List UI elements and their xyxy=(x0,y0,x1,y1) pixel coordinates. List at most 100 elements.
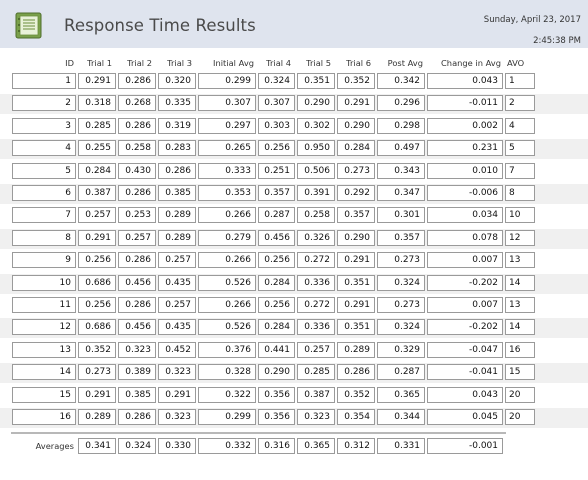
cell-post-avg: 0.324 xyxy=(377,319,425,336)
cell-id: 16 xyxy=(12,409,76,425)
cell-avo: 1 xyxy=(505,73,535,89)
cell-avo: 20 xyxy=(505,409,535,425)
column-header-change-in-avg: Change in Avg xyxy=(441,58,501,68)
cell-trial-2: 0.385 xyxy=(118,386,156,403)
table-row: 12 0.686 0.456 0.435 0.526 0.284 0.336 0.351 0.3… xyxy=(0,318,588,339)
cell-initial-avg: 0.266 xyxy=(198,252,256,269)
average-post-avg: 0.331 xyxy=(377,438,425,454)
cell-change-in-avg: 0.231 xyxy=(427,140,503,157)
cell-trial-1: 0.291 xyxy=(78,73,116,89)
cell-initial-avg: 0.526 xyxy=(198,319,256,336)
cell-trial-3: 0.320 xyxy=(158,73,196,89)
cell-change-in-avg: 0.002 xyxy=(427,117,503,134)
cell-id: 3 xyxy=(12,117,76,134)
cell-avo: 4 xyxy=(505,117,535,134)
cell-trial-1: 0.273 xyxy=(78,364,116,381)
cell-trial-2: 0.268 xyxy=(118,95,156,112)
cell-trial-3: 0.289 xyxy=(158,229,196,246)
cell-avo: 14 xyxy=(505,274,535,291)
cell-trial-4: 0.307 xyxy=(258,95,295,112)
table-row: 1 0.291 0.286 0.320 0.299 0.324 0.351 0.352 0.34… xyxy=(0,72,588,92)
cell-initial-avg: 0.376 xyxy=(198,341,256,358)
cell-trial-3: 0.289 xyxy=(158,207,196,224)
cell-initial-avg: 0.328 xyxy=(198,364,256,381)
cell-trial-4: 0.256 xyxy=(258,140,295,157)
average-trial-2: 0.324 xyxy=(118,438,156,454)
cell-trial-6: 0.291 xyxy=(337,252,375,269)
cell-trial-3: 0.319 xyxy=(158,117,196,134)
cell-change-in-avg: 0.078 xyxy=(427,229,503,246)
table-row: 3 0.285 0.286 0.319 0.297 0.303 0.302 0.290 0.29… xyxy=(0,117,588,137)
cell-trial-2: 0.389 xyxy=(118,364,156,381)
cell-trial-4: 0.251 xyxy=(258,162,295,179)
cell-trial-3: 0.257 xyxy=(158,252,196,269)
cell-avo: 16 xyxy=(505,341,535,358)
cell-avo: 12 xyxy=(505,229,535,246)
cell-post-avg: 0.324 xyxy=(377,274,425,291)
cell-trial-1: 0.686 xyxy=(78,319,116,336)
cell-post-avg: 0.273 xyxy=(377,297,425,313)
cell-id: 2 xyxy=(12,95,76,112)
cell-post-avg: 0.298 xyxy=(377,117,425,134)
cell-trial-3: 0.323 xyxy=(158,409,196,425)
cell-trial-6: 0.351 xyxy=(337,319,375,336)
column-header-id: ID xyxy=(65,58,74,68)
cell-post-avg: 0.342 xyxy=(377,73,425,89)
cell-trial-5: 0.391 xyxy=(297,185,335,201)
cell-avo: 8 xyxy=(505,185,535,201)
cell-trial-4: 0.287 xyxy=(258,207,295,224)
cell-trial-1: 0.256 xyxy=(78,297,116,313)
cell-id: 5 xyxy=(12,162,76,179)
cell-trial-6: 0.351 xyxy=(337,274,375,291)
cell-trial-4: 0.256 xyxy=(258,297,295,313)
cell-initial-avg: 0.299 xyxy=(198,73,256,89)
cell-change-in-avg: -0.011 xyxy=(427,95,503,112)
cell-avo: 15 xyxy=(505,364,535,381)
cell-trial-4: 0.357 xyxy=(258,185,295,201)
cell-trial-4: 0.356 xyxy=(258,409,295,425)
cell-trial-1: 0.686 xyxy=(78,274,116,291)
cell-change-in-avg: -0.047 xyxy=(427,341,503,358)
average-trial-1: 0.341 xyxy=(78,438,116,454)
cell-trial-3: 0.452 xyxy=(158,341,196,358)
cell-trial-2: 0.323 xyxy=(118,341,156,358)
cell-trial-2: 0.253 xyxy=(118,207,156,224)
cell-avo: 13 xyxy=(505,252,535,269)
cell-post-avg: 0.344 xyxy=(377,409,425,425)
cell-trial-4: 0.284 xyxy=(258,274,295,291)
cell-trial-5: 0.290 xyxy=(297,95,335,112)
cell-trial-3: 0.286 xyxy=(158,162,196,179)
table-row: 2 0.318 0.268 0.335 0.307 0.307 0.290 0.291 0.29… xyxy=(0,94,588,115)
cell-trial-6: 0.291 xyxy=(337,95,375,112)
cell-trial-2: 0.286 xyxy=(118,117,156,134)
cell-trial-1: 0.291 xyxy=(78,229,116,246)
cell-trial-5: 0.950 xyxy=(297,140,335,157)
column-header-post-avg: Post Avg xyxy=(387,58,423,68)
cell-trial-1: 0.289 xyxy=(78,409,116,425)
cell-change-in-avg: -0.041 xyxy=(427,364,503,381)
cell-trial-3: 0.385 xyxy=(158,185,196,201)
cell-trial-5: 0.506 xyxy=(297,162,335,179)
cell-trial-2: 0.258 xyxy=(118,140,156,157)
table-row: 5 0.284 0.430 0.286 0.333 0.251 0.506 0.273 0.34… xyxy=(0,162,588,182)
cell-trial-6: 0.352 xyxy=(337,73,375,89)
table-row: 6 0.387 0.286 0.385 0.353 0.357 0.391 0.292 0.34… xyxy=(0,184,588,204)
cell-trial-5: 0.323 xyxy=(297,409,335,425)
cell-trial-3: 0.283 xyxy=(158,140,196,157)
cell-trial-4: 0.256 xyxy=(258,252,295,269)
column-header-trial-1: Trial 1 xyxy=(87,58,112,68)
averages-label: Averages xyxy=(35,441,74,451)
cell-change-in-avg: 0.007 xyxy=(427,297,503,313)
cell-initial-avg: 0.307 xyxy=(198,95,256,112)
cell-trial-4: 0.290 xyxy=(258,364,295,381)
cell-initial-avg: 0.333 xyxy=(198,162,256,179)
cell-post-avg: 0.296 xyxy=(377,95,425,112)
cell-trial-5: 0.285 xyxy=(297,364,335,381)
report-icon xyxy=(15,12,42,39)
cell-post-avg: 0.347 xyxy=(377,185,425,201)
cell-post-avg: 0.343 xyxy=(377,162,425,179)
averages-row: 0.341 0.324 0.330 0.332 0.316 0.365 0.312 0.331… xyxy=(0,437,588,457)
cell-trial-3: 0.323 xyxy=(158,364,196,381)
cell-trial-2: 0.286 xyxy=(118,185,156,201)
cell-trial-5: 0.351 xyxy=(297,73,335,89)
